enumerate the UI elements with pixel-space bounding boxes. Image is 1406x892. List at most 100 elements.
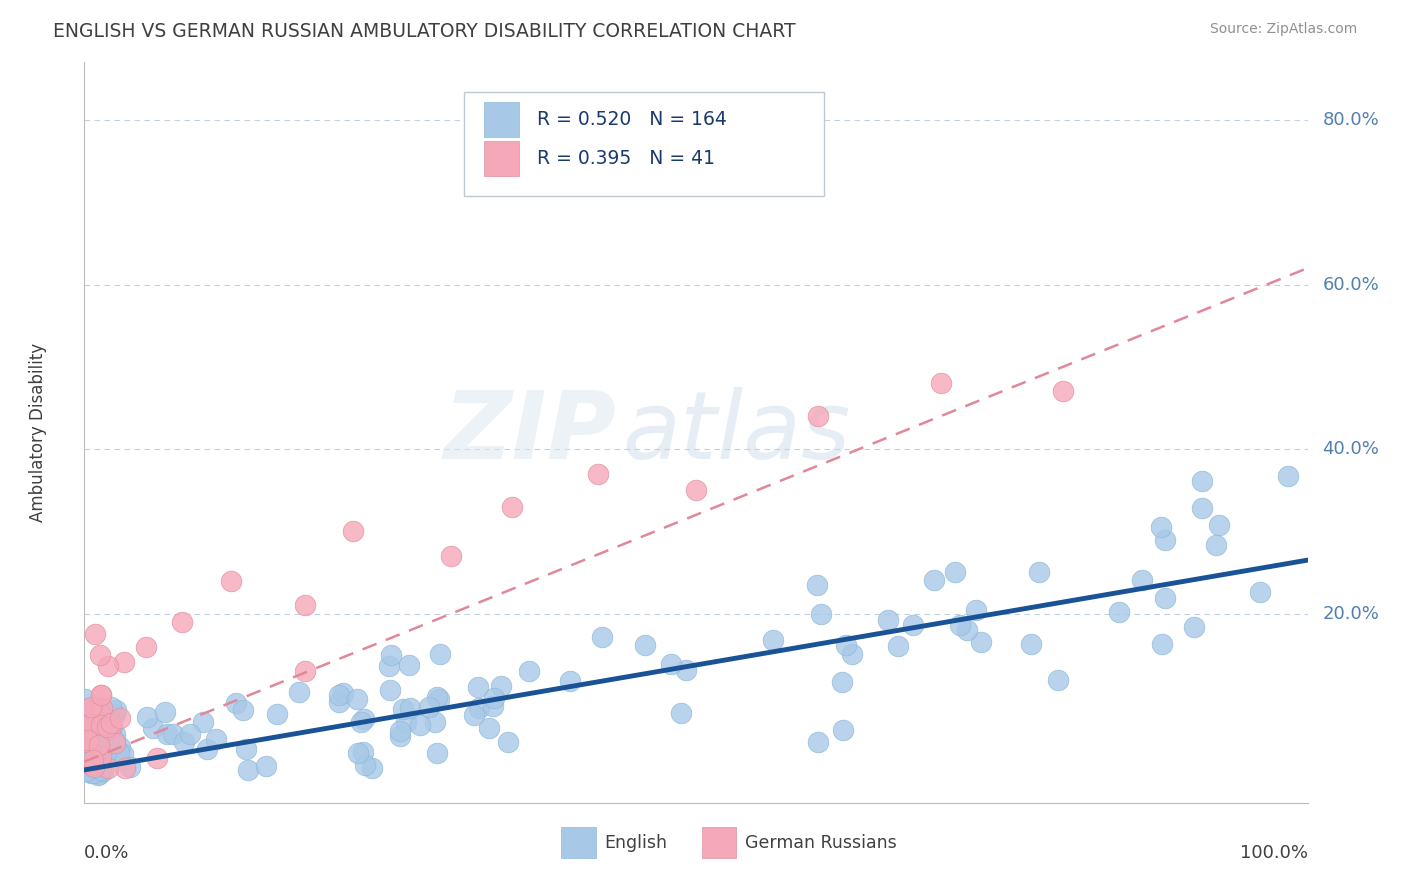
Point (87, 768, 110, 782)
Point (172, 615, 194, 629)
Point (83, 735, 105, 749)
Point (1052, 384, 1074, 399)
Point (73, 739, 96, 753)
Point (80, 699, 103, 714)
Point (156, 727, 179, 741)
Point (104, 736, 127, 750)
Point (153, 705, 176, 719)
Point (929, 376, 952, 391)
Point (232, 703, 254, 717)
Point (389, 723, 412, 738)
Point (969, 635, 991, 649)
Point (75, 747, 97, 762)
Point (79, 707, 101, 722)
Point (468, 700, 491, 714)
Point (1130, 573, 1153, 587)
Point (89, 706, 111, 720)
Point (380, 648, 402, 662)
FancyBboxPatch shape (484, 141, 519, 177)
Point (346, 692, 368, 706)
Point (380, 683, 402, 698)
Text: 20.0%: 20.0% (1322, 605, 1379, 623)
Text: Source: ZipAtlas.com: Source: ZipAtlas.com (1209, 22, 1357, 37)
Point (77, 756, 100, 770)
Point (965, 603, 987, 617)
Point (354, 758, 377, 772)
FancyBboxPatch shape (561, 827, 596, 858)
Point (76, 742, 98, 756)
Point (762, 632, 785, 647)
Point (1150, 637, 1173, 651)
Text: Ambulatory Disability: Ambulatory Disability (30, 343, 46, 522)
Point (831, 675, 853, 690)
Text: R = 0.395   N = 41: R = 0.395 N = 41 (537, 149, 716, 169)
Point (105, 703, 128, 717)
Point (77, 720, 100, 734)
Point (634, 638, 657, 652)
Point (96, 761, 118, 775)
Point (75, 764, 97, 778)
Point (76, 724, 98, 739)
Point (80, 725, 103, 739)
Text: 80.0%: 80.0% (1322, 111, 1379, 129)
Point (112, 655, 135, 669)
Point (349, 714, 371, 729)
Point (82, 712, 104, 726)
Point (328, 688, 350, 702)
Point (489, 679, 512, 693)
Point (877, 613, 900, 627)
Point (76, 732, 98, 747)
Point (887, 640, 910, 654)
Point (810, 607, 832, 622)
Point (84, 731, 107, 745)
Point (418, 699, 440, 714)
Point (87, 738, 110, 752)
Point (162, 727, 184, 741)
Point (90, 688, 112, 702)
Point (806, 578, 828, 592)
Point (1182, 620, 1205, 634)
Point (73, 747, 96, 762)
Point (423, 715, 446, 730)
Point (478, 721, 501, 735)
Point (173, 735, 195, 749)
Point (96, 720, 118, 734)
Point (90, 763, 112, 777)
Point (82, 724, 104, 739)
Point (77, 733, 100, 747)
Point (901, 618, 924, 632)
Point (87, 716, 110, 731)
Point (1191, 474, 1213, 488)
Point (84, 736, 107, 750)
Point (1019, 637, 1042, 651)
Point (83, 626, 105, 640)
Point (94, 745, 117, 759)
Point (73, 751, 96, 765)
Point (1028, 566, 1050, 580)
Point (83, 756, 105, 770)
Point (235, 742, 257, 756)
Point (586, 467, 609, 481)
FancyBboxPatch shape (702, 827, 737, 858)
Point (482, 691, 505, 706)
Point (98, 722, 121, 736)
Point (1277, 469, 1299, 483)
Point (110, 739, 132, 754)
Point (135, 640, 157, 654)
Point (77, 716, 100, 731)
Point (399, 700, 422, 714)
Point (83, 751, 105, 765)
Point (205, 732, 228, 747)
Point (73, 760, 96, 774)
Point (77, 739, 100, 754)
Point (142, 721, 165, 735)
Point (112, 747, 135, 761)
Point (75, 744, 97, 758)
Point (89, 767, 111, 781)
Point (75, 722, 97, 736)
Point (332, 686, 354, 700)
Point (84, 709, 107, 723)
Point (77, 750, 100, 764)
Point (558, 673, 581, 688)
Text: atlas: atlas (623, 387, 851, 478)
